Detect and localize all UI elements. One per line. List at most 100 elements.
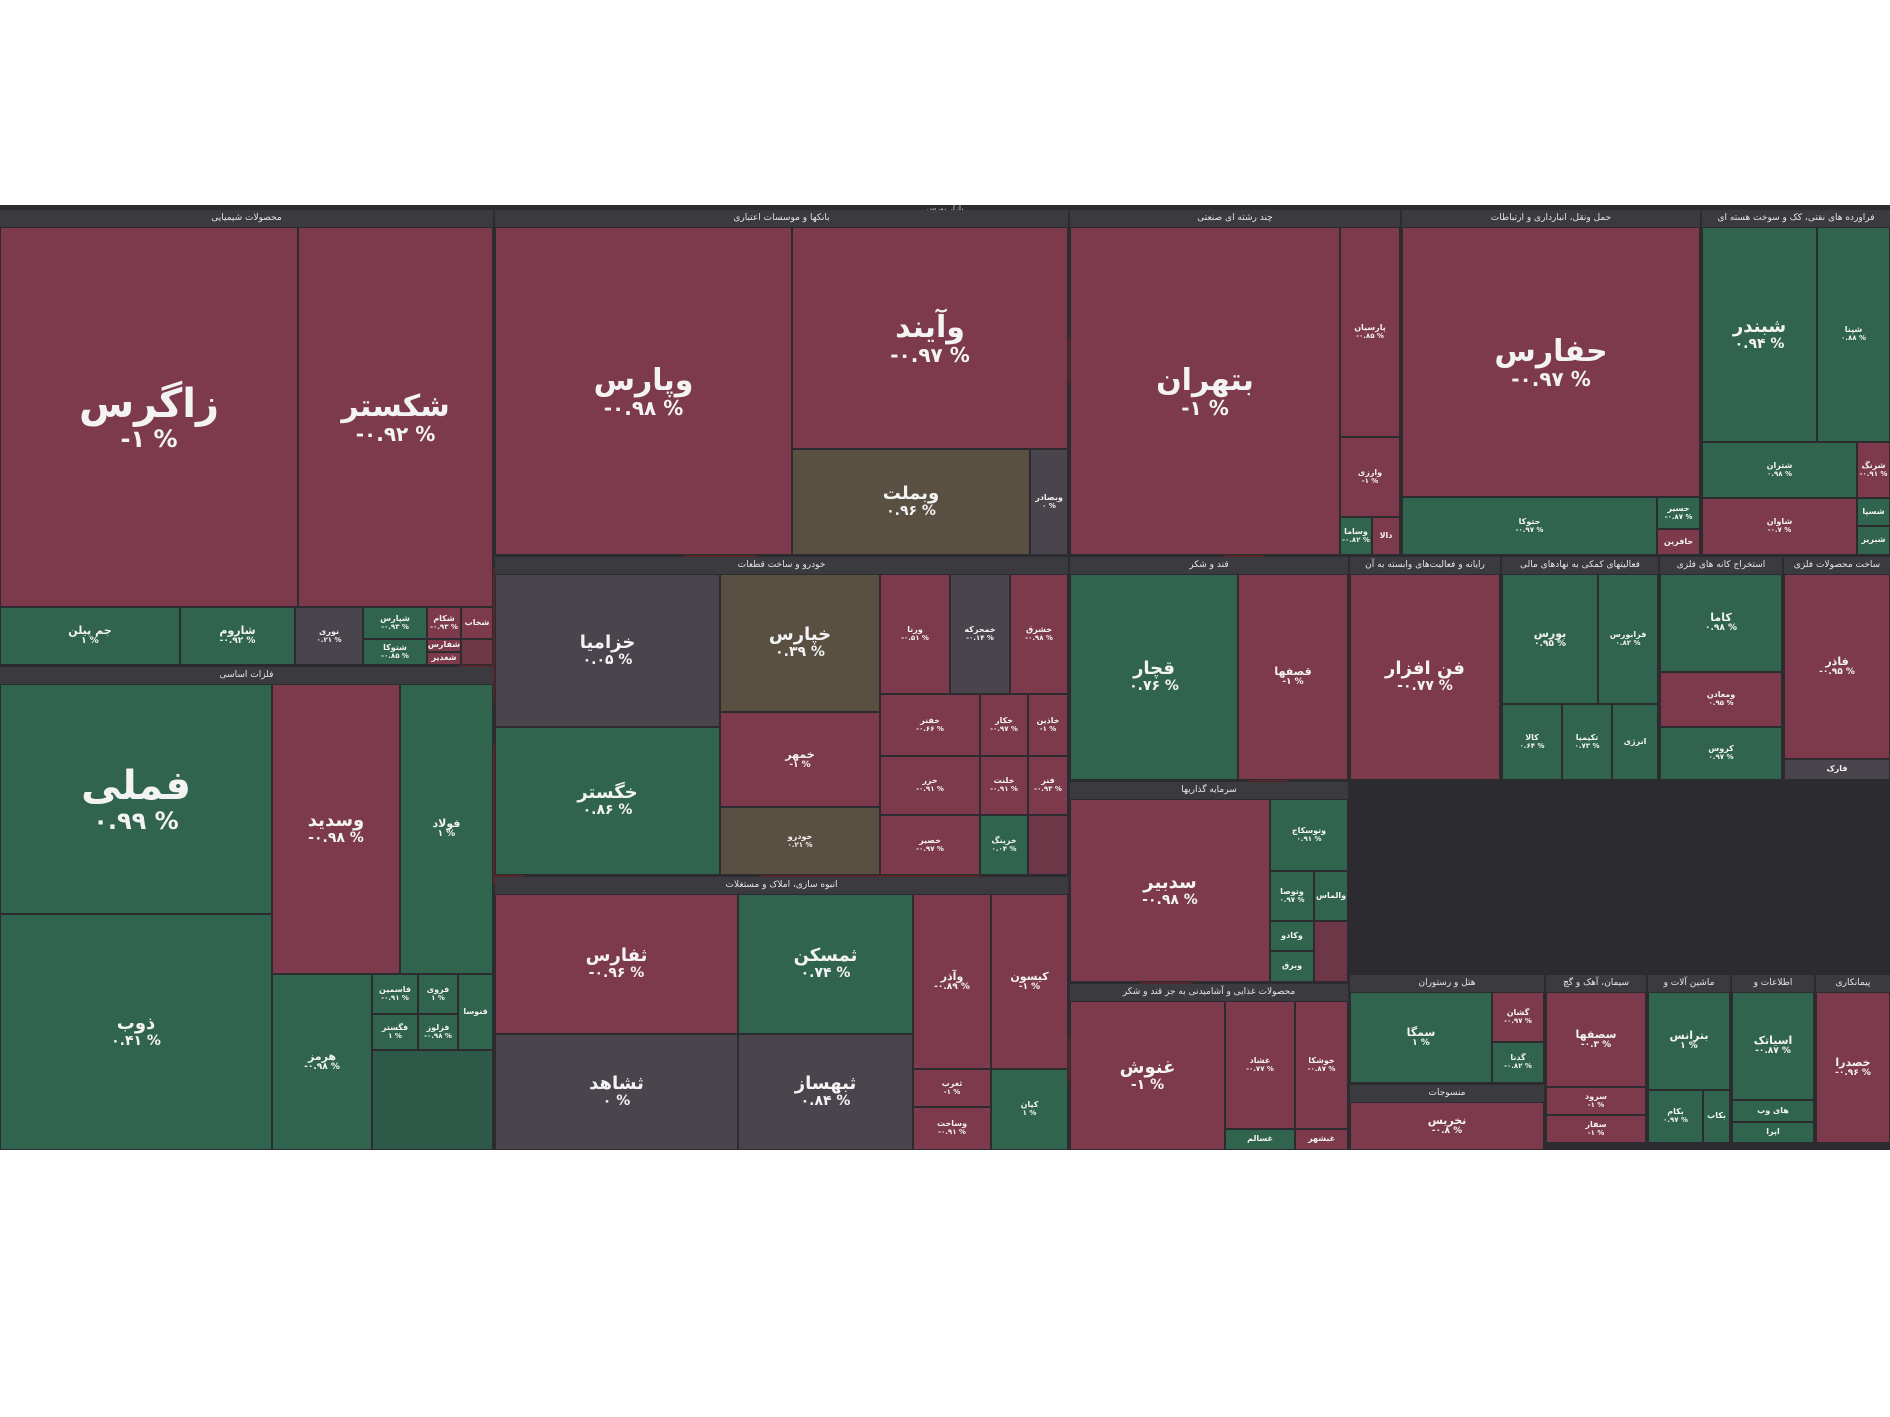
tile-shakestar[interactable]: شکستر -۰.۹۲ % (298, 227, 493, 607)
tile-samaskan[interactable]: ثمسکن ۰.۷۴ % (738, 894, 913, 1034)
tile-vabsader[interactable]: وبصادر ۰ % (1030, 449, 1068, 555)
tile-jam-pilen[interactable]: جم پیلن ۱ % (0, 607, 180, 665)
tile-bekam[interactable]: بکام ۰.۹۷ % (1648, 1090, 1703, 1143)
tile-vakado[interactable]: وکادو (1270, 921, 1314, 951)
tile-hafarin[interactable]: حافرین (1657, 529, 1700, 555)
tile-vasadid[interactable]: وسدید -۰.۹۸ % (272, 684, 400, 974)
tile-khazin[interactable]: خاذین -۱ % (1028, 694, 1068, 756)
tile-betehran[interactable]: بتهران -۱ % (1070, 227, 1340, 555)
tile-khepars[interactable]: خپارس ۰.۳۹ % (720, 574, 880, 712)
tile-noori[interactable]: نوری ۰.۲۱ % (295, 607, 363, 665)
tile-kama[interactable]: کاما ۰.۹۸ % (1660, 574, 1782, 672)
tile-ghanoosh[interactable]: غنوش -۱ % (1070, 1001, 1225, 1150)
tile-hatuka[interactable]: حتوکا -۰.۹۷ % (1402, 497, 1657, 555)
tile-fasmin[interactable]: فاسمین -۰.۹۱ % (372, 974, 418, 1014)
tile-kisun[interactable]: کیسون -۱ % (991, 894, 1068, 1069)
tile-samga[interactable]: سمگا ۱ % (1350, 992, 1492, 1083)
tile-shefars[interactable]: شفارس (427, 639, 461, 652)
tile-kala[interactable]: کالا ۰.۶۴ % (1502, 704, 1562, 780)
tile-khamehr[interactable]: خمهر -۱ % (720, 712, 880, 807)
tile-shabandar[interactable]: شبندر ۰.۹۴ % (1702, 227, 1817, 442)
tile-fenoosa[interactable]: فنوسا (458, 974, 493, 1050)
tile-vabargh[interactable]: وبرق (1270, 951, 1314, 982)
tile-fgostar[interactable]: فگستر ۱ % (372, 1014, 418, 1050)
tile-khafanar[interactable]: خفنر -۰.۶۶ % (880, 694, 980, 756)
tile-dala[interactable]: دالا (1372, 517, 1400, 555)
tile-shespa[interactable]: شسپا (1857, 498, 1890, 526)
tile-kharing[interactable]: خرینگ ۰.۰۴ % (980, 815, 1028, 875)
tile-vasama[interactable]: وساما -۰.۸۲ % (1340, 517, 1372, 555)
tile-small-chem[interactable] (461, 639, 493, 665)
tile-khoshka[interactable]: خوشکا -۰.۸۷ % (1295, 1001, 1348, 1129)
tile-sorood[interactable]: سرود -۱ % (1546, 1087, 1646, 1115)
tile-seshahed[interactable]: ثشاهد ۰ % (495, 1034, 738, 1150)
tile-bekab[interactable]: بکاب (1703, 1090, 1730, 1143)
tile-foolad[interactable]: فولاد ۱ % (400, 684, 493, 974)
tile-khazar[interactable]: خزر -۰.۹۱ % (880, 756, 980, 815)
tile-vatosa[interactable]: وتوصا ۰.۹۷ % (1270, 871, 1314, 921)
tile-parsian[interactable]: پارسیان -۰.۸۵ % (1340, 227, 1400, 437)
tile-gdena[interactable]: گدنا -۰.۸۲ % (1492, 1042, 1544, 1083)
tile-sharang[interactable]: شرنگ -۰.۹۱ % (1857, 442, 1890, 498)
tile-vatoscaj[interactable]: وتوسکاج ۰.۹۱ % (1270, 799, 1348, 871)
tile-khgostar[interactable]: خگستر ۰.۸۶ % (495, 727, 720, 875)
tile-shabriz[interactable]: شبریز (1857, 526, 1890, 555)
tile-vayand[interactable]: وآیند -۰.۹۷ % (792, 227, 1068, 449)
tile-farzol[interactable]: فزلوز -۰.۹۸ % (418, 1014, 458, 1050)
tile-ghsalem[interactable]: غسالم (1225, 1129, 1295, 1150)
tile-zob[interactable]: ذوب ۰.۴۱ % (0, 914, 272, 1150)
tile-ghbshahr[interactable]: غبشهر (1295, 1129, 1348, 1150)
tile-fameli[interactable]: فملی ۰.۹۹ % (0, 684, 272, 914)
tile-ghasfaha[interactable]: قصفها -۱ % (1238, 574, 1348, 780)
tile-sefar[interactable]: سفار -۱ % (1546, 1115, 1646, 1143)
tile-betrans[interactable]: بترانس ۱ % (1648, 992, 1730, 1090)
tile-fanar[interactable]: فنر -۰.۹۳ % (1028, 756, 1068, 815)
tile-shakhab[interactable]: شخاب (461, 607, 493, 639)
tile-asiatek[interactable]: اسیاتک -۰.۸۷ % (1732, 992, 1814, 1100)
tile-sebehsaz[interactable]: ثبهساز ۰.۸۴ % (738, 1034, 913, 1150)
tile-kerus[interactable]: کروس ۰.۹۷ % (1660, 727, 1782, 780)
tile-khazamia[interactable]: خزامیا ۰.۰۵ % (495, 574, 720, 727)
tile-khasir[interactable]: خصیر -۰.۹۷ % (880, 815, 980, 875)
tile-shetran[interactable]: شتران ۰.۹۸ % (1702, 442, 1857, 498)
tile-vamaaden[interactable]: ومعادن ۰.۹۵ % (1660, 672, 1782, 727)
tile-small-invest[interactable] (1314, 921, 1348, 982)
tile-vabemellat[interactable]: وبملت ۰.۹۶ % (792, 449, 1030, 555)
tile-vaazar[interactable]: وآذر -۰.۸۹ % (913, 894, 991, 1069)
tile-segharb[interactable]: ثغرب -۱ % (913, 1069, 991, 1107)
tile-tekimia[interactable]: تکیمیا ۰.۷۳ % (1562, 704, 1612, 780)
tile-kian[interactable]: کیان ۱ % (991, 1069, 1068, 1150)
tile-verna[interactable]: ورنا -۰.۵۱ % (880, 574, 950, 694)
tile-shavan[interactable]: شاوان -۰.۷ % (1702, 498, 1857, 555)
tile-vepars[interactable]: وپارس -۰.۹۸ % (495, 227, 792, 555)
tile-sadbir[interactable]: سدبیر -۰.۹۸ % (1070, 799, 1270, 982)
tile-nakhris[interactable]: نخریس -۰.۸ % (1350, 1102, 1544, 1150)
tile-farvi[interactable]: فروی ۱ % (418, 974, 458, 1014)
tile-fanafzar[interactable]: فن افزار -۰.۷۷ % (1350, 574, 1500, 780)
tile-hayweb[interactable]: های وب (1732, 1100, 1814, 1122)
tile-zagros[interactable]: زاگرس -۱ % (0, 227, 298, 607)
tile-khodro[interactable]: خودرو ۰.۲۱ % (720, 807, 880, 875)
tile-small-metal[interactable] (372, 1050, 493, 1150)
tile-energy[interactable]: انرژی (1612, 704, 1658, 780)
tile-sefars[interactable]: ثفارس -۰.۹۶ % (495, 894, 738, 1034)
tile-bours[interactable]: بورس ۰.۹۵ % (1502, 574, 1598, 704)
tile-khasdra[interactable]: خصدرا -۰.۹۶ % (1816, 992, 1890, 1143)
tile-apra[interactable]: اپرا (1732, 1122, 1814, 1143)
tile-khalant[interactable]: خلنت -۰.۹۱ % (980, 756, 1028, 815)
tile-sesfaha[interactable]: سصفها -۰.۳ % (1546, 992, 1646, 1087)
tile-shekam[interactable]: شکام -۰.۹۳ % (427, 607, 461, 639)
tile-khakar[interactable]: خکار -۰.۹۷ % (980, 694, 1028, 756)
tile-shepna[interactable]: شپنا ۰.۸۸ % (1817, 227, 1890, 442)
tile-shetuka[interactable]: شتوکا -۰.۸۵ % (363, 639, 427, 665)
tile-farak[interactable]: فارک (1784, 759, 1890, 780)
tile-hasir[interactable]: حسیر -۰.۸۷ % (1657, 497, 1700, 529)
tile-hafars[interactable]: حفارس -۰.۹۷ % (1402, 227, 1700, 497)
tile-hormoz[interactable]: هرمز -۰.۹۸ % (272, 974, 372, 1150)
tile-vasakht[interactable]: وساخت -۰.۹۱ % (913, 1107, 991, 1150)
tile-fazar[interactable]: فاذر -۰.۹۵ % (1784, 574, 1890, 759)
tile-shepars[interactable]: شپارس -۰.۹۳ % (363, 607, 427, 639)
tile-khamoharreke[interactable]: خمحرکه -۰.۱۴ % (950, 574, 1010, 694)
tile-varzi[interactable]: وارزی -۱ % (1340, 437, 1400, 517)
tile-khashargh[interactable]: خشرق -۰.۹۸ % (1010, 574, 1068, 694)
